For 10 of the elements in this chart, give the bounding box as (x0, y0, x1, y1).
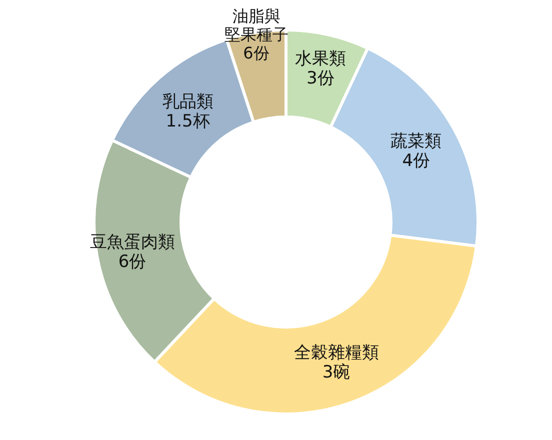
slice-label: 全穀雜糧類 (294, 342, 379, 363)
slice-label: 乳品類 (162, 92, 214, 112)
slice-label: 水果類 (294, 48, 346, 69)
text: 3份 (306, 68, 334, 89)
text: 6份 (243, 43, 270, 62)
text: 3碗 (322, 362, 350, 382)
text: 6份 (118, 252, 146, 272)
slice-label: 蔬菜類 (390, 132, 442, 152)
text: 1.5杯 (166, 111, 210, 132)
text: 4份 (402, 151, 430, 172)
